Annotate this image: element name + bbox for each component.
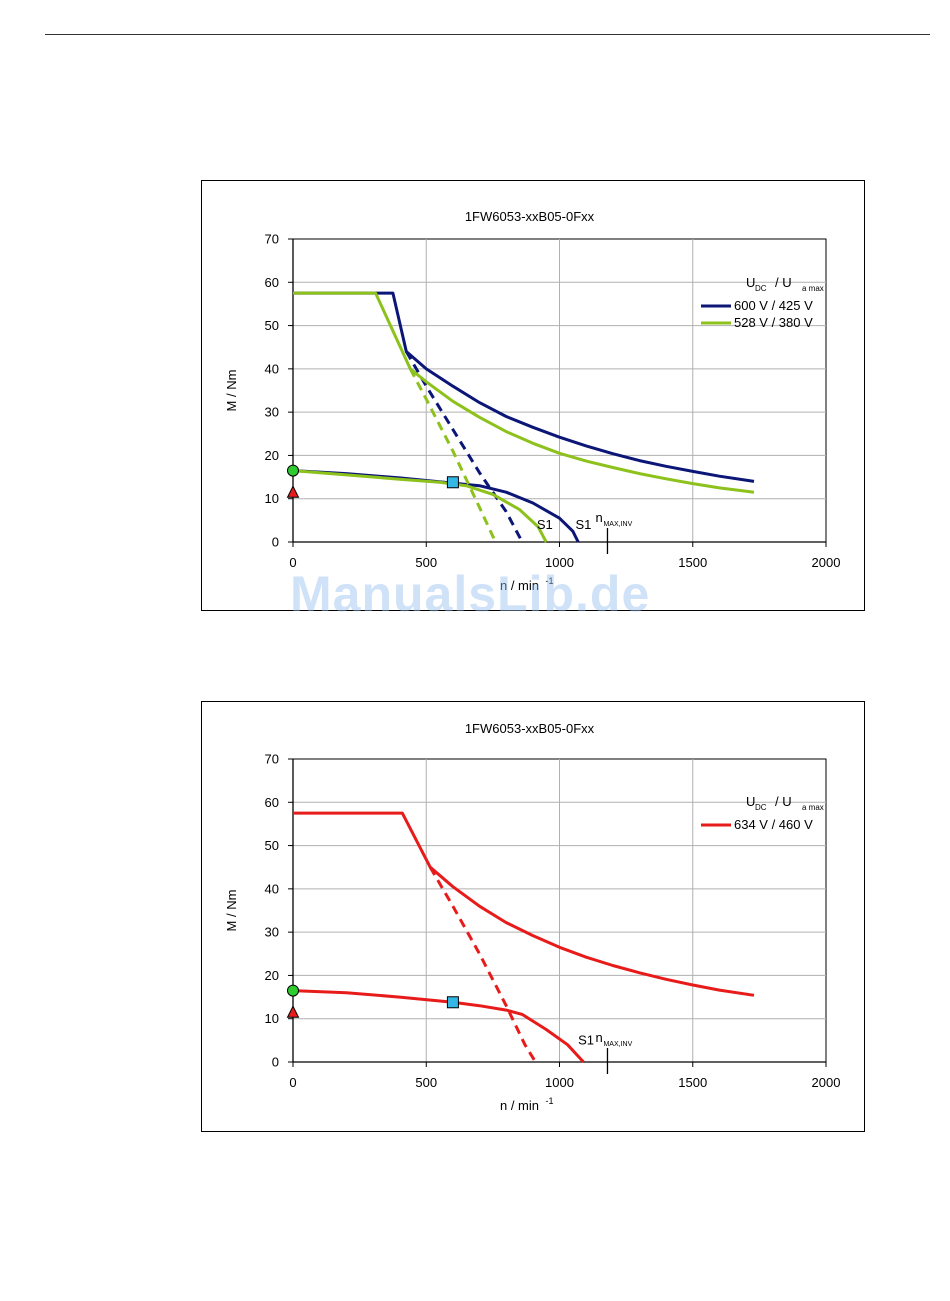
legend-title-sub: DC: [755, 803, 767, 812]
legend-title: U: [746, 794, 755, 809]
series-peak-line: [293, 291, 755, 494]
y-tick-label: 0: [272, 1055, 279, 1070]
series-dashed-line: [408, 368, 497, 543]
x-tick-label: 1000: [545, 555, 574, 570]
series-s1-line: [292, 469, 548, 543]
x-tick-label: 0: [289, 1075, 296, 1090]
legend-title-sub: a max: [802, 284, 824, 293]
x-axis-label: n / min: [500, 578, 539, 593]
nmax-label-sub: MAX,INV: [603, 1041, 632, 1048]
y-tick-label: 20: [265, 448, 279, 463]
x-tick-label: 2000: [812, 1075, 841, 1090]
x-tick-label: 2000: [812, 555, 841, 570]
y-tick-label: 40: [265, 361, 279, 376]
y-tick-label: 50: [265, 838, 279, 853]
marker-triangle: [286, 485, 300, 498]
x-tick-label: 500: [415, 555, 437, 570]
legend-title-sub: DC: [755, 284, 767, 293]
y-tick-label: 30: [265, 925, 279, 940]
chart-title: 1FW6053-xxB05-0Fxx: [465, 209, 595, 224]
y-axis-label: M / Nm: [224, 370, 239, 412]
y-tick-label: 70: [265, 752, 279, 767]
s1-label: S1: [575, 517, 591, 532]
y-tick-label: 10: [265, 491, 279, 506]
series-peak-line: [293, 811, 755, 997]
x-tick-label: 1000: [545, 1075, 574, 1090]
y-tick-label: 40: [265, 881, 279, 896]
y-tick-label: 50: [265, 318, 279, 333]
marker-triangle: [286, 1005, 300, 1018]
s1-label: S1: [578, 1033, 594, 1048]
x-axis-label: n / min: [500, 1098, 539, 1113]
x-axis-label-exp: -1: [546, 1096, 554, 1106]
chart-title: 1FW6053-xxB05-0Fxx: [465, 721, 595, 736]
y-tick-label: 0: [272, 535, 279, 550]
chart-frame-2: [201, 701, 865, 1132]
s1-label: S1: [537, 517, 553, 532]
legend-title-sep: / U: [775, 794, 792, 809]
y-tick-label: 60: [265, 795, 279, 810]
y-axis-label: M / Nm: [224, 890, 239, 932]
nmax-label-sub: MAX,INV: [603, 521, 632, 528]
y-tick-label: 30: [265, 405, 279, 420]
x-tick-label: 500: [415, 1075, 437, 1090]
series-peak-line: [293, 291, 755, 483]
y-tick-label: 20: [265, 968, 279, 983]
nmax-label: n: [595, 510, 602, 525]
marker-square: [446, 476, 459, 489]
legend-entry: 528 V / 380 V: [734, 315, 813, 330]
y-tick-label: 60: [265, 275, 279, 290]
chart-frame-1: [201, 180, 865, 611]
legend-title: U: [746, 275, 755, 290]
x-tick-label: 0: [289, 555, 296, 570]
x-tick-label: 1500: [678, 555, 707, 570]
chart-2: 0 10 20 30 40 50 60 70 0 500 1000 1500 2000 1FW6053-x…: [224, 721, 840, 1113]
marker-circle: [287, 464, 299, 477]
series-s1-line: [292, 989, 585, 1064]
marker-square: [446, 996, 459, 1009]
nmax-label: n: [595, 1030, 602, 1045]
y-tick-label: 70: [265, 232, 279, 247]
x-axis-label-exp: -1: [546, 576, 554, 586]
y-tick-label: 10: [265, 1011, 279, 1026]
x-tick-label: 1500: [678, 1075, 707, 1090]
legend-entry: 600 V / 425 V: [734, 298, 813, 313]
marker-circle: [287, 984, 299, 997]
top-rule: [45, 34, 930, 35]
series-dashed-line: [428, 866, 537, 1063]
legend-title-sub: a max: [802, 803, 824, 812]
watermark: ManualsLib.de: [290, 566, 651, 622]
chart-1: 0 10 20 30 40 50 60 70 0 500 1000 1500 2000 1FW6053-x…: [224, 209, 840, 593]
legend-entry: 634 V / 460 V: [734, 817, 813, 832]
legend-title-sep: / U: [775, 275, 792, 290]
